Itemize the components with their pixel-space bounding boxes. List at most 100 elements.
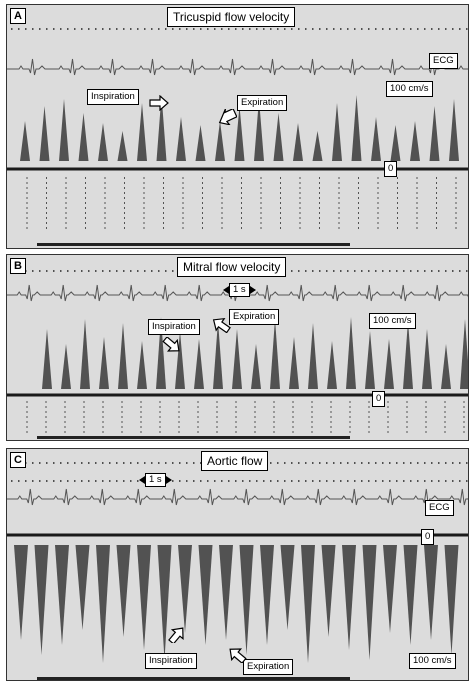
mitral-velocity-envelope	[213, 321, 223, 389]
panel-b-time-scale-label: 1 s	[229, 283, 250, 297]
tricuspid-velocity-envelope	[156, 95, 167, 161]
panel-c-inspiration-label: Inspiration	[145, 653, 197, 669]
panel-b-label: B	[10, 258, 26, 274]
tricuspid-velocity-envelope	[351, 95, 362, 161]
ecg-trace	[7, 58, 468, 76]
panel-a-tricuspid: A Tricuspid flow velocity ECG 100 cm/s 0…	[6, 4, 469, 249]
time-bar	[37, 436, 350, 439]
white-arrow-icon	[168, 627, 184, 643]
mitral-velocity-envelope	[346, 317, 356, 389]
tricuspid-velocity-envelope	[98, 123, 108, 161]
panel-c-time-scale-label: 1 s	[145, 473, 166, 487]
white-arrow-icon	[212, 317, 231, 333]
tricuspid-velocity-envelope	[332, 103, 342, 161]
mitral-velocity-envelope	[327, 341, 337, 389]
mitral-velocity-envelope	[194, 339, 204, 389]
tricuspid-velocity-envelope	[273, 113, 284, 161]
tricuspid-velocity-envelope	[39, 106, 50, 161]
panel-c-title: Aortic flow	[201, 451, 269, 471]
panel-c-label: C	[10, 452, 26, 468]
mitral-velocity-envelope	[365, 331, 375, 389]
mitral-velocity-envelope	[251, 344, 261, 389]
zero-baseline	[7, 533, 468, 537]
mitral-velocity-envelope	[308, 323, 318, 389]
panel-a-zero-label: 0	[384, 161, 398, 177]
aortic-velocity-envelope	[178, 545, 192, 633]
aortic-velocity-envelope	[75, 545, 90, 630]
panel-c-scale-label: 100 cm/s	[409, 653, 456, 669]
mitral-velocity-envelope	[403, 321, 413, 389]
panel-c-aortic: C Aortic flow 1 s ECG 0 Inspiration Expi…	[6, 448, 469, 681]
noise-ticks	[26, 401, 465, 433]
aortic-velocity-envelope	[444, 545, 459, 655]
mitral-velocity-envelope	[289, 337, 299, 389]
aortic-velocity-envelope	[280, 545, 295, 630]
tricuspid-velocity-envelope	[117, 131, 128, 161]
mitral-velocity-envelope	[384, 339, 394, 389]
mitral-velocity-envelope	[61, 344, 71, 389]
panel-c-zero-label: 0	[421, 529, 435, 545]
zero-baseline	[7, 167, 468, 171]
tricuspid-velocity-envelope	[137, 103, 147, 161]
white-arrow-icon	[149, 95, 169, 111]
aortic-velocity-envelope	[219, 545, 233, 640]
panel-b-scale-label: 100 cm/s	[369, 313, 416, 329]
tricuspid-velocity-envelope	[390, 125, 401, 161]
aortic-velocity-envelope	[14, 545, 28, 640]
mitral-velocity-envelope	[137, 341, 147, 389]
aortic-velocity-envelope	[55, 545, 69, 645]
panel-c-time-scale: 1 s	[139, 473, 172, 487]
scale-left-arrow-icon	[223, 286, 229, 294]
panel-a-scale-label: 100 cm/s	[386, 81, 433, 97]
panel-a-inspiration-label: Inspiration	[87, 89, 139, 105]
tricuspid-velocity-envelope	[449, 99, 459, 161]
panel-c-expiration-label: Expiration	[243, 659, 294, 675]
mitral-velocity-envelope	[460, 319, 468, 389]
panel-a-ecg-label: ECG	[429, 53, 458, 69]
tricuspid-velocity-envelope	[254, 99, 264, 161]
time-bar	[37, 677, 350, 680]
aortic-velocity-envelope	[342, 545, 356, 650]
zero-baseline	[7, 393, 468, 397]
tricuspid-velocity-envelope	[312, 131, 323, 161]
aortic-velocity-envelope	[198, 545, 213, 645]
panel-b-expiration-label: Expiration	[229, 309, 280, 325]
aortic-velocity-envelope	[424, 545, 438, 640]
mitral-doppler-trace	[7, 270, 468, 439]
mitral-velocity-envelope	[99, 337, 109, 389]
tricuspid-velocity-envelope	[195, 125, 206, 161]
panel-b-mitral: B Mitral flow velocity 1 s 100 cm/s 0 In…	[6, 254, 469, 441]
tricuspid-velocity-envelope	[371, 117, 381, 161]
aortic-velocity-envelope	[96, 545, 110, 663]
time-bar	[37, 243, 350, 246]
tricuspid-velocity-envelope	[293, 123, 303, 161]
aortic-velocity-envelope	[157, 545, 172, 660]
panel-b-zero-label: 0	[372, 391, 386, 407]
mitral-velocity-envelope	[80, 319, 90, 389]
panel-a-label: A	[10, 8, 26, 24]
tricuspid-velocity-envelope	[234, 106, 245, 161]
panel-a-expiration-label: Expiration	[237, 95, 288, 111]
panel-b-time-scale: 1 s	[223, 283, 256, 297]
tricuspid-velocity-envelope	[78, 113, 89, 161]
tricuspid-velocity-envelope	[20, 121, 30, 161]
aortic-velocity-envelope	[321, 545, 336, 637]
panel-a-title: Tricuspid flow velocity	[167, 7, 296, 27]
aortic-velocity-envelope	[260, 545, 274, 645]
aortic-velocity-envelope	[362, 545, 377, 660]
mitral-velocity-envelope	[270, 319, 280, 389]
mitral-velocity-envelope	[175, 331, 185, 389]
aortic-velocity-envelope	[403, 545, 418, 645]
panel-b-title: Mitral flow velocity	[177, 257, 287, 277]
panel-b-inspiration-label: Inspiration	[148, 319, 200, 335]
tricuspid-velocity-envelope	[429, 106, 440, 161]
white-arrow-icon	[229, 648, 247, 663]
white-arrow-icon	[218, 109, 237, 125]
tricuspid-velocity-envelope	[59, 99, 69, 161]
tricuspid-velocity-envelope	[410, 121, 420, 161]
white-arrow-icon	[162, 337, 180, 352]
mitral-velocity-envelope	[156, 317, 166, 389]
tricuspid-doppler-trace	[7, 28, 468, 246]
mitral-velocity-envelope	[232, 329, 242, 389]
panel-c-ecg-label: ECG	[425, 500, 454, 516]
